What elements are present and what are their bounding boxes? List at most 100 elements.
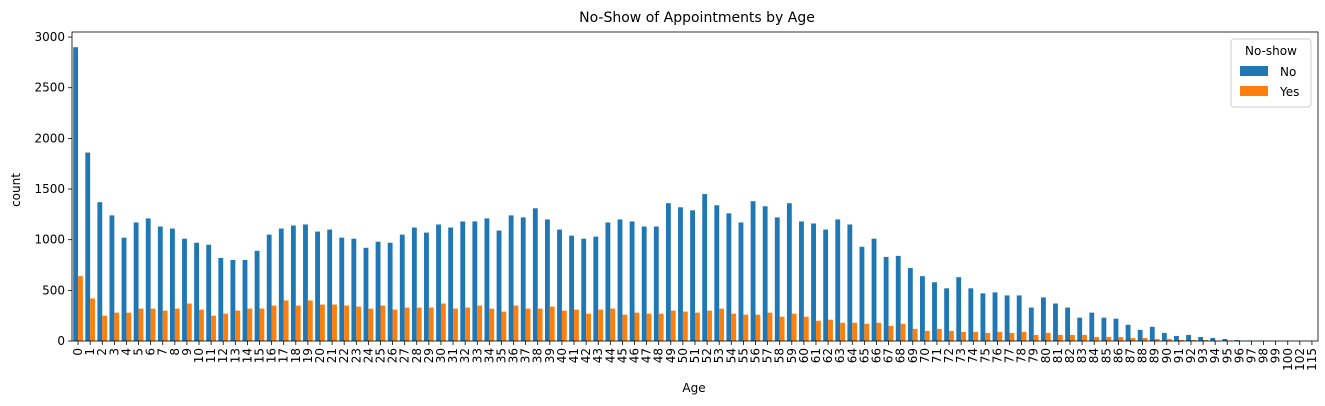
bar-no-age-86 xyxy=(1113,318,1119,341)
bar-no-age-45 xyxy=(617,219,623,341)
bar-no-age-35 xyxy=(496,230,502,341)
bar-yes-age-92 xyxy=(1190,339,1196,341)
bar-yes-age-6 xyxy=(150,308,156,341)
x-axis-label: Age xyxy=(682,381,705,395)
bar-no-age-87 xyxy=(1125,324,1131,341)
x-tick-label-73: 73 xyxy=(954,348,968,363)
bar-no-age-80 xyxy=(1040,297,1046,341)
x-tick-label-115: 115 xyxy=(1305,348,1319,371)
x-tick-label-60: 60 xyxy=(797,348,811,363)
bar-yes-age-87 xyxy=(1130,337,1136,341)
x-tick-label-99: 99 xyxy=(1269,348,1283,363)
x-tick-label-49: 49 xyxy=(664,348,678,363)
bar-yes-age-78 xyxy=(1021,331,1027,341)
bar-yes-age-93 xyxy=(1203,339,1208,341)
x-tick-label-40: 40 xyxy=(555,348,569,363)
x-tick-label-81: 81 xyxy=(1051,348,1065,363)
x-tick-label-17: 17 xyxy=(277,348,291,363)
x-tick-label-9: 9 xyxy=(180,348,194,356)
bar-no-age-39 xyxy=(545,219,550,341)
bar-no-age-19 xyxy=(303,224,308,341)
x-tick-label-47: 47 xyxy=(640,348,654,363)
bar-yes-age-38 xyxy=(537,308,543,341)
bar-yes-age-19 xyxy=(307,300,313,341)
x-tick-label-71: 71 xyxy=(930,348,944,363)
bar-yes-age-54 xyxy=(731,313,737,341)
bar-no-age-58 xyxy=(774,217,780,341)
bar-yes-age-77 xyxy=(1009,332,1015,341)
bar-yes-age-45 xyxy=(622,314,628,341)
bar-no-age-65 xyxy=(859,246,865,341)
bar-yes-age-39 xyxy=(549,306,555,341)
bar-yes-age-68 xyxy=(900,323,906,341)
bar-yes-age-31 xyxy=(453,308,458,341)
x-tick-label-6: 6 xyxy=(144,348,158,356)
bar-yes-age-12 xyxy=(223,313,229,341)
x-tick-label-39: 39 xyxy=(543,348,557,363)
bar-no-age-79 xyxy=(1028,307,1034,341)
x-axis: 0123456789101112131415161718192021222324… xyxy=(71,341,1319,371)
bar-no-age-50 xyxy=(678,207,683,341)
x-tick-label-82: 82 xyxy=(1063,348,1077,363)
bar-yes-age-72 xyxy=(949,330,954,341)
bar-no-age-67 xyxy=(883,256,889,341)
bar-yes-age-42 xyxy=(586,313,591,341)
bar-yes-age-81 xyxy=(1057,334,1063,341)
bar-no-age-44 xyxy=(605,222,611,341)
bar-no-age-27 xyxy=(399,234,405,341)
bar-no-age-28 xyxy=(411,227,417,341)
x-tick-label-3: 3 xyxy=(107,348,121,356)
x-tick-label-29: 29 xyxy=(422,348,436,363)
x-tick-label-80: 80 xyxy=(1039,348,1053,363)
bar-yes-age-58 xyxy=(779,316,785,341)
bar-no-age-48 xyxy=(653,226,659,341)
bar-yes-age-88 xyxy=(1142,337,1148,341)
x-tick-label-4: 4 xyxy=(119,348,133,356)
x-tick-label-78: 78 xyxy=(1015,348,1029,363)
bar-yes-age-63 xyxy=(840,322,846,341)
x-tick-label-52: 52 xyxy=(700,348,714,363)
bar-no-age-26 xyxy=(387,242,393,341)
bar-yes-age-61 xyxy=(815,320,821,341)
x-tick-label-70: 70 xyxy=(918,348,932,363)
bar-no-age-8 xyxy=(169,228,175,341)
bar-yes-age-16 xyxy=(271,305,277,341)
bar-yes-age-13 xyxy=(235,310,241,341)
x-tick-label-2: 2 xyxy=(95,348,109,356)
bar-no-age-96 xyxy=(1234,339,1240,341)
x-tick-label-54: 54 xyxy=(724,348,738,363)
chart-title: No-Show of Appointments by Age xyxy=(579,10,815,26)
x-tick-label-31: 31 xyxy=(446,348,460,363)
bar-yes-age-56 xyxy=(755,314,761,341)
y-tick-label-1000: 1000 xyxy=(34,233,65,247)
bar-yes-age-85 xyxy=(1106,336,1112,341)
x-tick-label-91: 91 xyxy=(1172,348,1186,363)
legend-label-yes: Yes xyxy=(1279,85,1299,99)
bar-no-age-69 xyxy=(907,268,913,341)
x-tick-label-76: 76 xyxy=(990,348,1004,363)
bar-no-age-93 xyxy=(1198,336,1204,341)
x-tick-label-79: 79 xyxy=(1027,348,1041,363)
bar-no-age-81 xyxy=(1053,303,1058,341)
x-tick-label-11: 11 xyxy=(204,348,218,363)
x-tick-label-21: 21 xyxy=(325,348,339,363)
x-tick-label-28: 28 xyxy=(410,348,424,363)
bar-no-age-83 xyxy=(1077,317,1083,341)
x-tick-label-53: 53 xyxy=(712,348,726,363)
bar-no-age-14 xyxy=(242,259,248,341)
bar-no-age-77 xyxy=(1004,295,1010,341)
bar-no-age-85 xyxy=(1101,317,1107,341)
bar-yes-age-41 xyxy=(574,309,579,341)
bar-yes-age-84 xyxy=(1094,336,1100,341)
bar-no-age-43 xyxy=(593,236,599,341)
bar-no-age-68 xyxy=(895,255,901,341)
bar-no-age-3 xyxy=(109,215,115,341)
bar-no-age-22 xyxy=(339,237,345,341)
bar-no-age-6 xyxy=(145,218,151,341)
bar-no-age-59 xyxy=(786,203,792,341)
bar-no-age-66 xyxy=(871,238,877,341)
legend-swatch-yes xyxy=(1240,86,1268,96)
x-tick-label-98: 98 xyxy=(1257,348,1271,363)
bar-yes-age-11 xyxy=(211,315,216,341)
bar-no-age-17 xyxy=(278,228,284,341)
